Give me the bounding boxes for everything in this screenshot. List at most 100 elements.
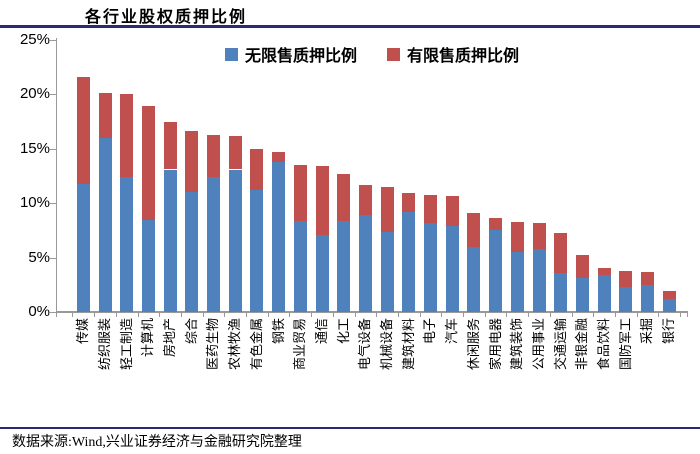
bar-segment-unrestricted	[76, 183, 90, 312]
bar-segment-restricted	[76, 77, 90, 184]
bar-segment-restricted	[554, 232, 568, 273]
bar-segment-unrestricted	[467, 246, 481, 312]
bar-segment-restricted	[641, 271, 654, 285]
x-axis-tick	[484, 312, 486, 317]
legend-item-restricted: 有限售质押比例	[387, 42, 519, 66]
bar-segment-restricted	[207, 134, 220, 178]
bar-segment-unrestricted	[228, 169, 242, 312]
x-axis-label: 食品饮料	[596, 318, 612, 436]
bar-segment-unrestricted	[424, 222, 437, 312]
x-axis-label-text: 采掘	[639, 318, 655, 345]
legend-swatch-blue-icon	[224, 47, 238, 61]
x-axis-tick	[354, 312, 356, 317]
x-axis-label-text: 商业贸易	[292, 318, 308, 371]
x-axis-tick	[159, 312, 161, 317]
x-axis-tick	[311, 312, 313, 317]
legend-swatch-red-icon	[387, 47, 400, 61]
bar-segment-restricted	[424, 194, 437, 223]
bar-segment-unrestricted	[98, 137, 112, 312]
x-axis-tick	[463, 312, 464, 317]
x-axis-tick	[528, 312, 530, 317]
x-axis-label: 传媒	[75, 318, 91, 436]
x-axis-label-text: 通信	[314, 318, 329, 345]
x-axis-label-text: 钢铁	[270, 318, 286, 345]
x-axis-label: 公用事业	[531, 318, 546, 436]
x-axis-tick	[658, 312, 660, 317]
bar-segment-unrestricted	[575, 278, 589, 312]
x-axis-label: 休闲服务	[465, 318, 481, 436]
x-axis-label-text: 医药生物	[205, 318, 221, 371]
x-axis-label: 建筑装饰	[509, 318, 525, 436]
x-axis-label-text: 建筑材料	[400, 318, 416, 371]
bar-segment-unrestricted	[619, 286, 633, 312]
y-axis-tick	[50, 94, 56, 96]
bar-segment-unrestricted	[532, 248, 546, 312]
legend-label: 有限售质押比例	[407, 48, 520, 65]
x-axis-tick	[115, 312, 117, 317]
x-axis-label: 计算机	[140, 318, 156, 436]
bar-segment-restricted	[293, 165, 307, 221]
x-axis-label: 综合	[184, 318, 199, 436]
x-axis-label: 房地产	[162, 318, 178, 436]
x-axis-tick	[332, 312, 334, 317]
chart-legend: 无限售质押比例 有限售质押比例	[56, 42, 688, 66]
bar-segment-restricted	[445, 195, 459, 227]
bar-segment-unrestricted	[445, 226, 459, 312]
y-axis-tick-label: 25%	[19, 31, 50, 49]
bar-segment-unrestricted	[358, 215, 372, 312]
bar-segment-unrestricted	[662, 298, 676, 312]
x-axis-label-text: 家用电器	[487, 318, 503, 371]
bar-segment-restricted	[402, 193, 416, 212]
x-axis-label-text: 计算机	[140, 318, 156, 358]
bar-segment-restricted	[489, 218, 503, 231]
x-axis-label-text: 公用事业	[531, 318, 546, 371]
x-axis-label-text: 有色金属	[248, 318, 264, 371]
x-axis-label: 钢铁	[270, 318, 286, 436]
x-axis-tick	[636, 312, 638, 317]
x-axis-label-text: 建筑装饰	[509, 318, 525, 371]
x-axis-tick	[571, 312, 573, 317]
x-axis-label-text: 房地产	[162, 318, 178, 358]
bar-segment-restricted	[358, 184, 372, 216]
x-axis-label: 电气设备	[357, 318, 373, 436]
x-axis-tick	[614, 312, 616, 317]
x-axis-label-text: 休闲服务	[465, 318, 481, 371]
x-axis-label: 交通运输	[553, 318, 568, 436]
x-axis-tick	[267, 312, 269, 317]
x-axis-label-text: 机械设备	[379, 318, 395, 371]
x-axis-label: 建筑材料	[400, 318, 416, 436]
legend-label: 无限售质押比例	[244, 48, 357, 65]
bar-segment-unrestricted	[120, 177, 134, 312]
x-axis-tick	[687, 312, 688, 317]
bar-segment-unrestricted	[402, 211, 416, 312]
x-axis-label: 农林牧渔	[227, 318, 242, 436]
x-axis-tick	[397, 312, 399, 317]
x-axis-tick	[419, 312, 421, 317]
x-axis-label: 采掘	[639, 318, 655, 436]
y-axis-tick-label: 20%	[19, 85, 50, 103]
x-axis-label-text: 传媒	[75, 318, 91, 345]
x-axis-label-text: 非银金融	[574, 318, 590, 371]
y-axis-line	[56, 38, 57, 312]
x-axis-tick	[593, 312, 595, 317]
bar-segment-unrestricted	[337, 220, 351, 312]
legend-item-unrestricted: 无限售质押比例	[224, 42, 357, 66]
x-axis-tick	[94, 312, 96, 317]
x-axis-label-text: 电气设备	[357, 318, 373, 371]
x-axis-label-text: 电子	[422, 318, 438, 345]
bar-segment-restricted	[597, 268, 611, 275]
x-axis-label-text: 国防军工	[617, 318, 633, 371]
bar-segment-restricted	[510, 221, 524, 253]
x-axis-tick	[72, 312, 74, 317]
y-axis-tick-label: 5%	[28, 248, 50, 266]
y-axis-tick-label: 15%	[19, 139, 50, 157]
bar-segment-unrestricted	[315, 234, 329, 312]
y-axis-tick	[50, 148, 56, 150]
x-axis-label-text: 食品饮料	[596, 318, 612, 371]
y-axis-tick	[50, 203, 56, 205]
bar-segment-unrestricted	[489, 230, 503, 312]
x-axis-label: 国防军工	[617, 318, 633, 436]
x-axis-label: 轻工制造	[119, 318, 134, 436]
bar-segment-unrestricted	[510, 252, 524, 312]
